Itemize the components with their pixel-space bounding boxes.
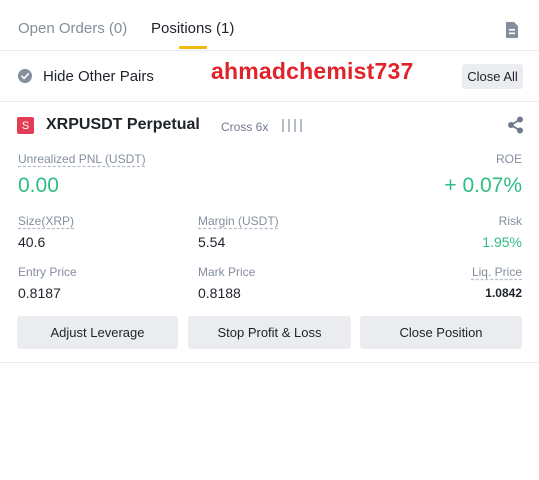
size-value: 40.6 (18, 234, 46, 250)
share-icon[interactable] (507, 116, 524, 134)
risk-label: Risk (498, 214, 522, 228)
close-all-button[interactable]: Close All (462, 64, 523, 89)
tab-positions[interactable]: Positions (1) (151, 20, 235, 37)
entry-price-value: 0.8187 (18, 285, 61, 301)
margin-mode-label: Cross 6x (221, 120, 269, 134)
position-symbol[interactable]: XRPUSDT Perpetual (46, 116, 200, 133)
short-side-badge: S (17, 117, 34, 134)
hide-other-pairs-label[interactable]: Hide Other Pairs (43, 68, 154, 85)
size-label: Size(XRP) (18, 214, 75, 228)
entry-price-label: Entry Price (18, 265, 77, 279)
liq-price-label: Liq. Price (471, 265, 522, 279)
signal-bars-icon (281, 117, 303, 133)
close-position-button[interactable]: Close Position (360, 316, 522, 349)
tab-open-orders[interactable]: Open Orders (0) (18, 20, 128, 37)
bottom-divider (0, 362, 539, 363)
mark-price-value: 0.8188 (198, 285, 241, 301)
watermark-text: ahmadchemist737 (211, 58, 414, 84)
roe-value: + 0.07% (444, 174, 522, 197)
adjust-leverage-button[interactable]: Adjust Leverage (17, 316, 178, 349)
unrealized-pnl-value: 0.00 (18, 174, 59, 197)
liq-price-value: 1.0842 (485, 286, 522, 300)
risk-value: 1.95% (482, 234, 522, 250)
stop-profit-loss-button[interactable]: Stop Profit & Loss (188, 316, 351, 349)
margin-value: 5.54 (198, 234, 226, 250)
row-divider (0, 101, 539, 102)
active-tab-indicator (179, 46, 207, 49)
tabs-divider (0, 50, 539, 51)
unrealized-pnl-label: Unrealized PNL (USDT) (18, 152, 146, 166)
document-icon[interactable] (504, 21, 520, 39)
mark-price-label: Mark Price (198, 265, 256, 279)
margin-label: Margin (USDT) (198, 214, 279, 228)
check-circle-icon[interactable] (18, 69, 32, 83)
roe-label: ROE (495, 152, 522, 166)
